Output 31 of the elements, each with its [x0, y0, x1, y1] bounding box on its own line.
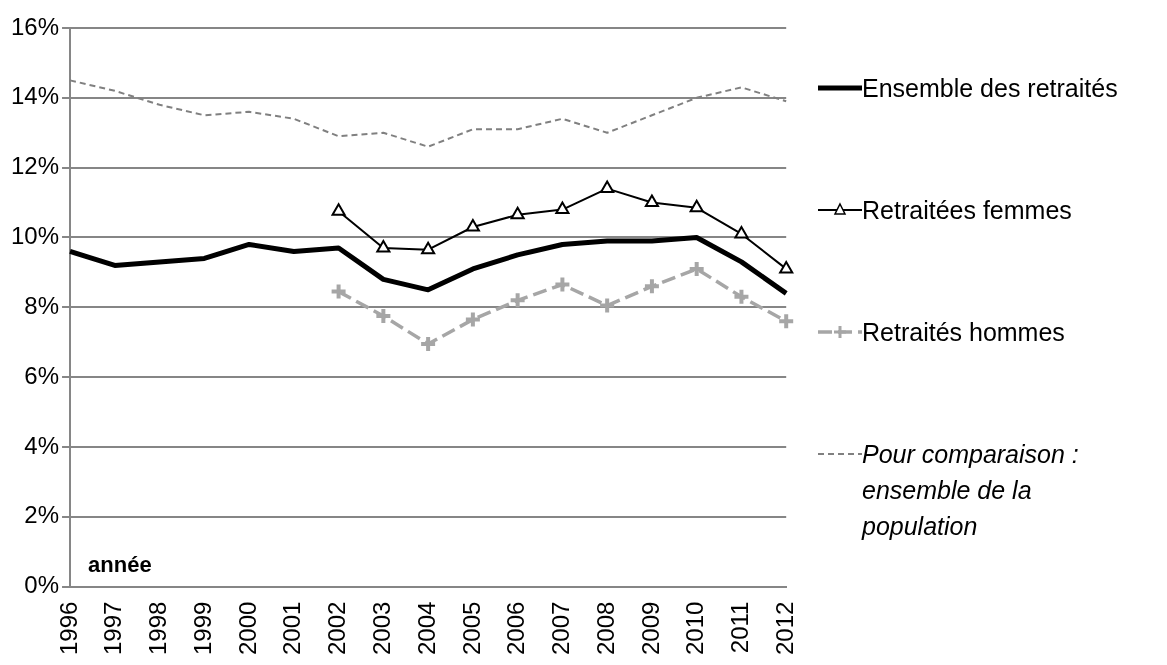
x-tick-label: 2008	[591, 601, 619, 655]
x-tick-label: 2006	[502, 601, 530, 655]
x-tick-label: 2009	[636, 601, 664, 655]
x-tick-label: 2001	[278, 601, 306, 655]
x-tick-label: 2012	[770, 601, 798, 655]
legend-label: Pour comparaison : ensemble de la population	[862, 438, 1080, 542]
x-tick-label: 2010	[681, 601, 709, 655]
x-tick-label: 2005	[457, 601, 485, 655]
x-tick-label: 2000	[233, 601, 261, 655]
x-tick-label: 2007	[547, 601, 575, 655]
x-tick-label: 1996	[54, 601, 82, 655]
legend-label: Retraitées femmes	[862, 194, 1072, 226]
x-tick-label: 1999	[188, 601, 216, 655]
x-tick-label: 1998	[144, 601, 172, 655]
y-tick-label: 8%	[24, 291, 60, 319]
y-tick-label: 16%	[10, 12, 60, 40]
y-tick-label: 14%	[10, 82, 60, 110]
y-tick-label: 4%	[24, 431, 60, 459]
x-tick-label: 1997	[99, 601, 127, 655]
y-tick-label: 6%	[24, 361, 60, 389]
legend-label: Ensemble des retraités	[862, 72, 1118, 104]
x-tick-label: 2003	[367, 601, 395, 655]
x-tick-label: 2002	[323, 601, 351, 655]
legend-label: Retraités hommes	[862, 316, 1065, 348]
annotation: année	[88, 551, 152, 577]
x-tick-label: 2011	[726, 601, 754, 654]
x-tick-label: 2004	[412, 601, 440, 655]
y-tick-label: 2%	[24, 501, 60, 529]
y-tick-label: 10%	[10, 222, 60, 250]
y-tick-label: 0%	[24, 571, 60, 599]
y-tick-label: 12%	[10, 152, 60, 180]
